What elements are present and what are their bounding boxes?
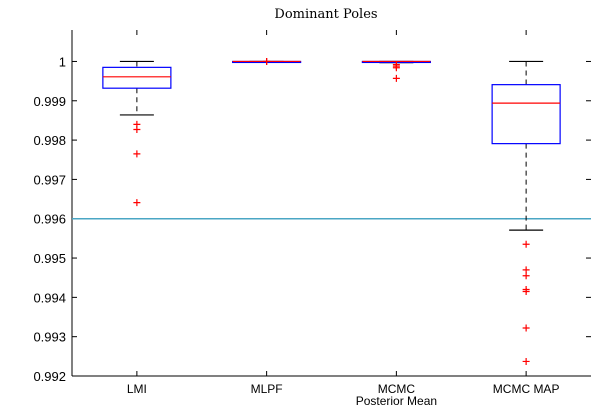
- box: [491, 84, 561, 145]
- outlier-marker: [522, 324, 530, 332]
- y-tick-label: 0.993: [33, 330, 66, 345]
- outlier-marker: [522, 266, 530, 274]
- y-tick-label: 0.996: [33, 212, 66, 227]
- y-tick-label: 0.992: [33, 369, 66, 384]
- outlier-marker: [522, 287, 530, 295]
- outlier-marker: [133, 199, 141, 207]
- plot-area: 1 0.999 0.998 0.997 0.996 0.995 0.994 0.993 0.99…: [33, 30, 591, 408]
- outlier-marker: [133, 150, 141, 158]
- outlier-marker: [263, 57, 271, 65]
- outlier-marker: [522, 240, 530, 248]
- x-tick-label: MLPF: [251, 382, 283, 396]
- y-tick-label: 0.998: [33, 133, 66, 148]
- y-tick-label: 0.999: [33, 94, 66, 109]
- box: [102, 66, 172, 89]
- outlier-marker: [522, 357, 530, 365]
- y-tick-label: 0.997: [33, 172, 66, 187]
- y-tick-label: 0.995: [33, 251, 66, 266]
- outlier-marker: [392, 64, 400, 72]
- x-tick-label: MCMC: [378, 382, 416, 396]
- y-tick-label: 0.994: [33, 290, 66, 305]
- y-tick-label: 1: [59, 54, 66, 69]
- outlier-marker: [522, 272, 530, 280]
- chart-title: Dominant Poles: [274, 7, 377, 22]
- x-tick-label: LMI: [127, 382, 147, 396]
- outlier-marker: [133, 125, 141, 133]
- outlier-marker: [392, 74, 400, 82]
- x-tick-label: MCMC MAP: [493, 382, 560, 396]
- x-tick-label: Posterior Mean: [356, 394, 437, 408]
